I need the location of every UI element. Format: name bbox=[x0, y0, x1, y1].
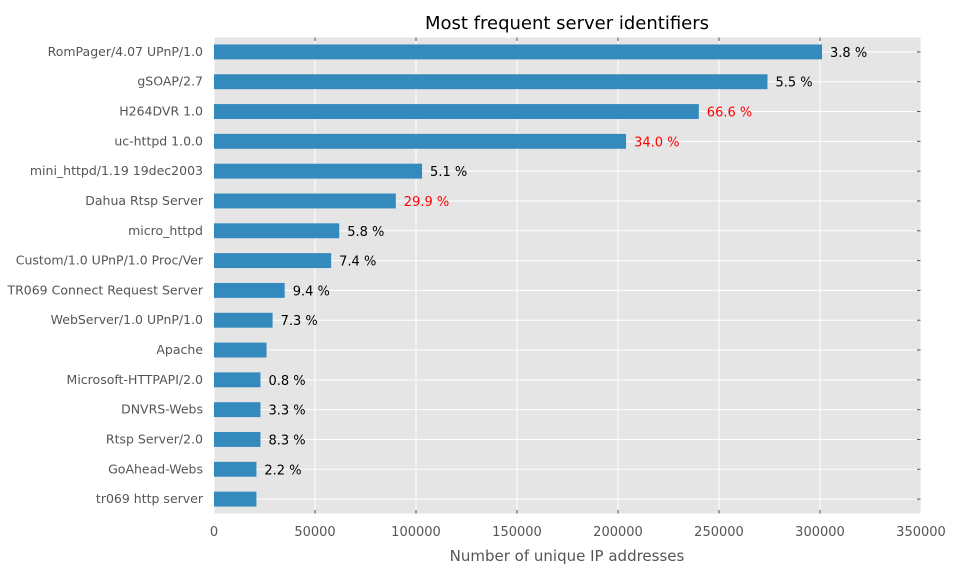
category-label: gSOAP/2.7 bbox=[137, 74, 203, 89]
bar bbox=[214, 491, 257, 507]
x-axis-label: Number of unique IP addresses bbox=[450, 547, 685, 565]
category-label: micro_httpd bbox=[128, 223, 203, 238]
data-label: 7.3 % bbox=[281, 314, 318, 329]
category-label: RomPager/4.07 UPnP/1.0 bbox=[48, 44, 203, 59]
plot-border bbox=[213, 36, 922, 515]
category-label: uc-httpd 1.0.0 bbox=[114, 133, 203, 148]
bar bbox=[214, 104, 699, 119]
category-label: DNVRS-Webs bbox=[121, 402, 203, 417]
bar bbox=[214, 402, 261, 418]
data-label: 5.5 % bbox=[775, 76, 812, 91]
chart-title: Most frequent server identifiers bbox=[425, 13, 709, 34]
data-label: 5.8 % bbox=[347, 225, 384, 240]
category-label: Apache bbox=[156, 342, 203, 357]
data-label: 7.4 % bbox=[339, 255, 376, 270]
data-label: 34.0 % bbox=[634, 135, 679, 150]
bar bbox=[214, 342, 267, 358]
bar bbox=[214, 253, 332, 269]
category-label: H264DVR 1.0 bbox=[119, 104, 203, 119]
category-label: Custom/1.0 UPnP/1.0 Proc/Ver bbox=[16, 253, 204, 268]
category-label: Microsoft-HTTPAPI/2.0 bbox=[67, 372, 203, 387]
bar bbox=[214, 461, 257, 477]
category-label: Dahua Rtsp Server bbox=[85, 193, 204, 208]
data-label: 3.3 % bbox=[268, 404, 305, 419]
bar bbox=[214, 312, 273, 328]
bar bbox=[214, 282, 285, 298]
bar bbox=[214, 193, 396, 209]
category-labels: RomPager/4.07 UPnP/1.0 gSOAP/2.7 H264DVR 1… bbox=[6, 44, 203, 506]
bar bbox=[214, 133, 627, 149]
data-label: 0.8 % bbox=[268, 374, 305, 389]
category-label: WebServer/1.0 UPnP/1.0 bbox=[51, 312, 203, 327]
x-tick-labels: 0 50000 100000 150000 200000 250000 300000 3500… bbox=[210, 525, 946, 540]
data-label: 3.8 % bbox=[830, 46, 867, 61]
data-label: 5.1 % bbox=[430, 165, 467, 180]
bar bbox=[214, 223, 340, 239]
category-label: GoAhead-Webs bbox=[108, 461, 203, 476]
x-tick-label: 50000 bbox=[294, 525, 335, 540]
data-labels: 3.8 % 5.5 % 66.6 % 34.0 % 5.1 % 29.9 % 5.8 % 7.… bbox=[264, 46, 867, 478]
data-label: 8.3 % bbox=[268, 433, 305, 448]
data-label: 29.9 % bbox=[404, 195, 449, 210]
data-label: 66.6 % bbox=[707, 106, 752, 121]
category-label: Rtsp Server/2.0 bbox=[106, 431, 203, 446]
x-tick-label: 350000 bbox=[896, 525, 946, 540]
x-tick-label: 150000 bbox=[492, 525, 542, 540]
bar bbox=[214, 372, 261, 388]
bar bbox=[214, 163, 423, 179]
bar bbox=[214, 432, 261, 447]
bar bbox=[214, 74, 768, 90]
data-label: 9.4 % bbox=[293, 284, 330, 299]
x-tick-label: 100000 bbox=[391, 525, 441, 540]
category-label: TR069 Connect Request Server bbox=[6, 282, 203, 297]
category-label: mini_httpd/1.19 19dec2003 bbox=[30, 163, 203, 178]
x-tick-label: 250000 bbox=[694, 525, 744, 540]
bars bbox=[214, 44, 823, 507]
data-label: 2.2 % bbox=[264, 463, 301, 478]
x-tick-label: 0 bbox=[210, 525, 218, 540]
x-tick-label: 300000 bbox=[795, 525, 845, 540]
x-tick-label: 200000 bbox=[593, 525, 643, 540]
category-label: tr069 http server bbox=[96, 491, 204, 506]
bar bbox=[214, 44, 823, 60]
